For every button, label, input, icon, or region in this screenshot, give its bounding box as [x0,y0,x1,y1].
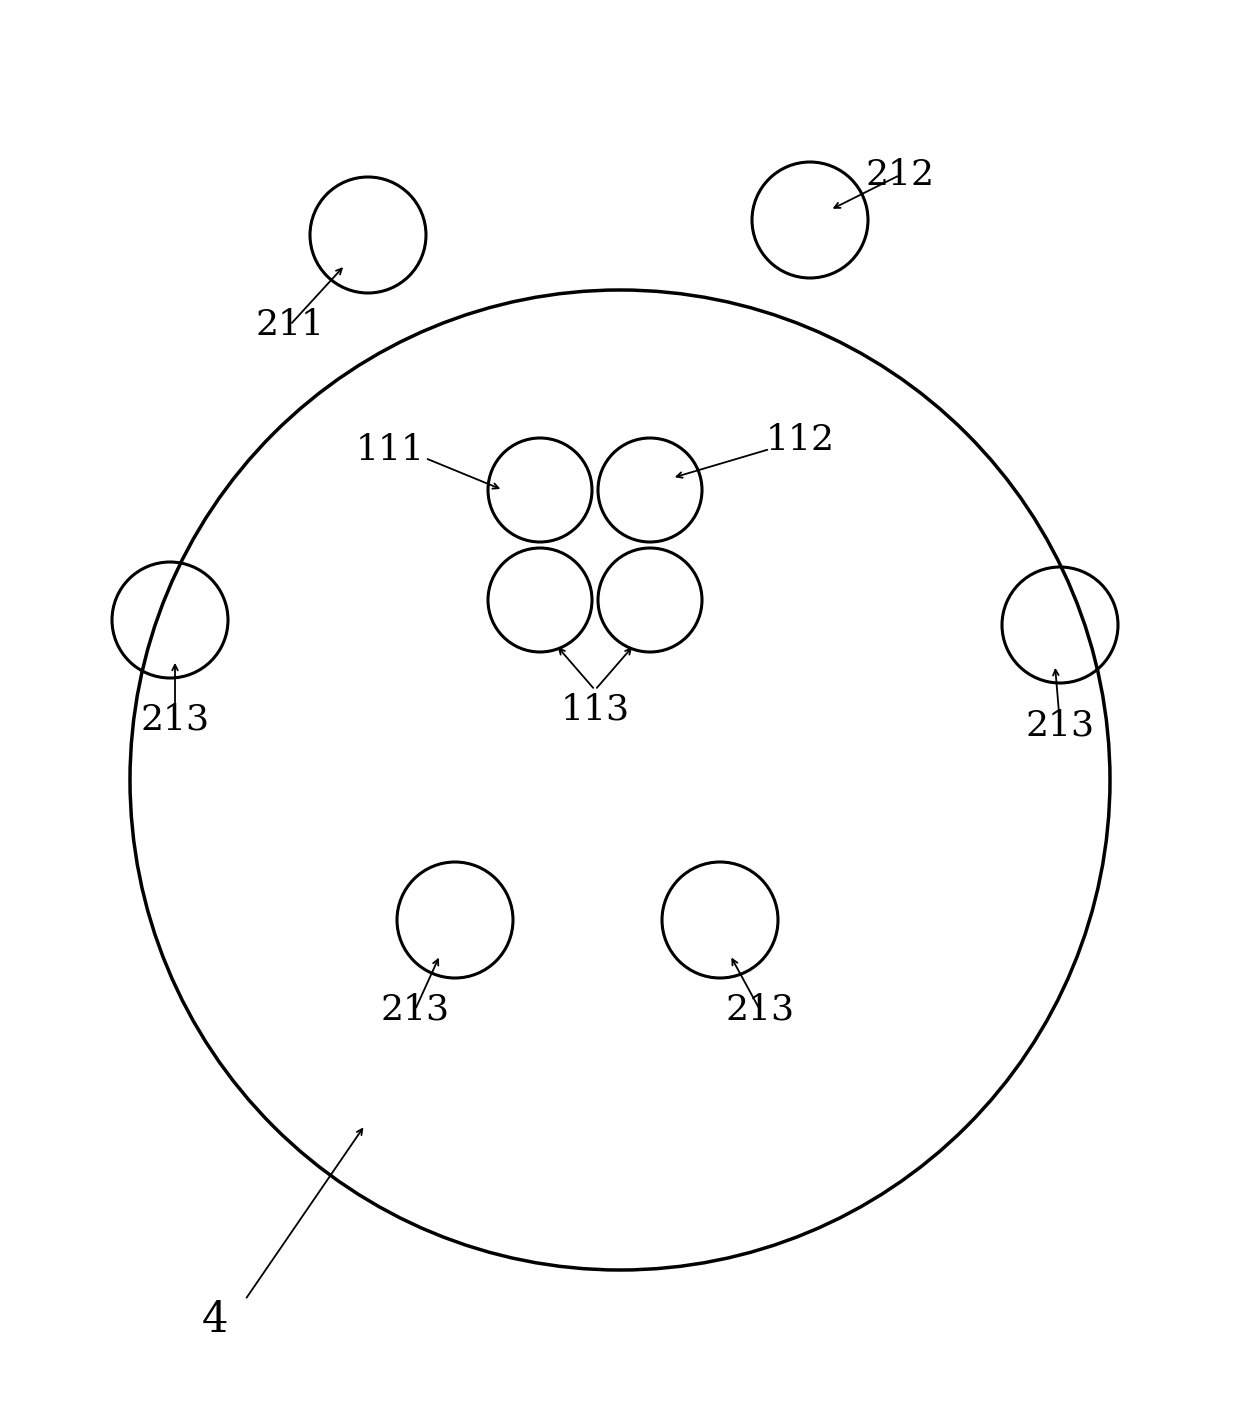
Text: 213: 213 [725,993,795,1027]
Text: 112: 112 [765,423,835,457]
Text: 213: 213 [381,993,450,1027]
Text: 4: 4 [202,1299,228,1340]
Text: 113: 113 [560,693,630,727]
Text: 211: 211 [255,307,325,342]
Text: 213: 213 [1025,709,1095,741]
Text: 213: 213 [140,703,210,737]
Text: 111: 111 [356,433,424,467]
Text: 212: 212 [866,158,935,192]
